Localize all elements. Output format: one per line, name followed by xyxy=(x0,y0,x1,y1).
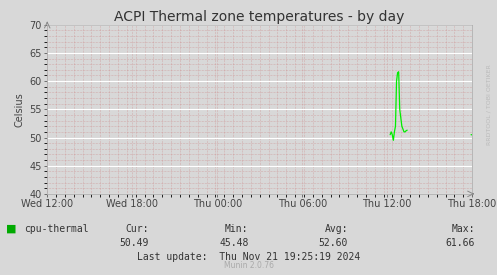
Text: Avg:: Avg: xyxy=(325,224,348,234)
Text: Munin 2.0.76: Munin 2.0.76 xyxy=(224,260,273,270)
Text: 50.49: 50.49 xyxy=(120,238,149,248)
Text: 61.66: 61.66 xyxy=(445,238,475,248)
Text: ■: ■ xyxy=(6,224,17,234)
Text: Min:: Min: xyxy=(225,224,248,234)
Text: Last update:  Thu Nov 21 19:25:19 2024: Last update: Thu Nov 21 19:25:19 2024 xyxy=(137,252,360,262)
Text: 52.60: 52.60 xyxy=(319,238,348,248)
Text: Cur:: Cur: xyxy=(126,224,149,234)
Y-axis label: Celsius: Celsius xyxy=(15,92,25,127)
Text: RRDTOOL / TOBI OETIKER: RRDTOOL / TOBI OETIKER xyxy=(486,64,491,145)
Title: ACPI Thermal zone temperatures - by day: ACPI Thermal zone temperatures - by day xyxy=(114,10,405,24)
Text: 45.48: 45.48 xyxy=(219,238,248,248)
Text: Max:: Max: xyxy=(451,224,475,234)
Text: cpu-thermal: cpu-thermal xyxy=(24,224,88,234)
